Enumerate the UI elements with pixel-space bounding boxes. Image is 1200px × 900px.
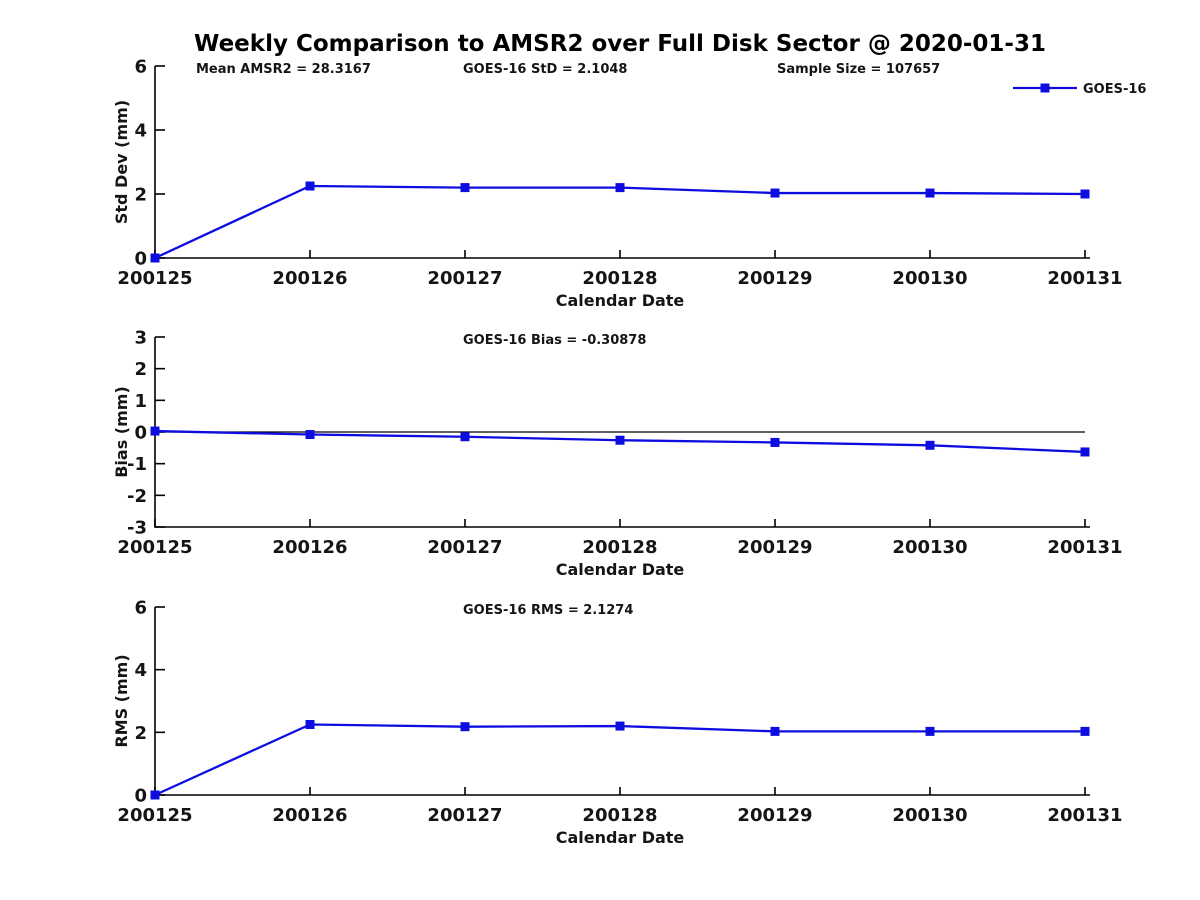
data-point-marker (1080, 726, 1090, 736)
data-point-marker (150, 253, 160, 263)
y-axis-label: Std Dev (mm) (112, 100, 131, 224)
y-tick-label: -3 (127, 518, 147, 539)
y-tick-label: -2 (127, 486, 147, 507)
x-tick-label: 200127 (427, 268, 502, 289)
data-point-marker (925, 726, 935, 736)
x-tick-label: 200128 (582, 268, 657, 289)
x-tick-label: 200126 (272, 805, 347, 826)
x-tick-label: 200125 (117, 268, 192, 289)
y-tick-label: 1 (134, 391, 147, 412)
x-tick-label: 200126 (272, 537, 347, 558)
y-tick-label: 2 (134, 185, 147, 206)
x-axis-label: Calendar Date (556, 560, 685, 579)
x-tick-label: 200127 (427, 537, 502, 558)
x-tick-label: 200130 (892, 268, 967, 289)
stat-annotation: GOES-16 RMS = 2.1274 (463, 603, 633, 618)
x-tick-label: 200130 (892, 805, 967, 826)
data-point-marker (615, 435, 625, 445)
data-point-marker (150, 790, 160, 800)
x-tick-label: 200125 (117, 537, 192, 558)
data-point-marker (460, 432, 470, 442)
x-tick-label: 200128 (582, 537, 657, 558)
chart-title: Weekly Comparison to AMSR2 over Full Dis… (194, 31, 1046, 57)
subplot-rms-panel: 0 2 4 6 200125 200126 200127 200128 200129 200130… (112, 598, 1123, 848)
x-tick-label: 200128 (582, 805, 657, 826)
legend-marker (1040, 83, 1050, 93)
series-line-GOES-16 (154, 723, 1085, 797)
y-tick-label: 6 (134, 57, 147, 78)
y-axis-label: RMS (mm) (112, 654, 131, 747)
y-tick-label: 4 (134, 121, 147, 142)
data-point-marker (1080, 189, 1090, 199)
x-tick-label: 200126 (272, 268, 347, 289)
x-tick-label: 200129 (737, 268, 812, 289)
stat-annotation: Sample Size = 107657 (777, 62, 940, 77)
x-tick-label: 200127 (427, 805, 502, 826)
data-point-marker (460, 183, 470, 193)
stat-annotation: GOES-16 StD = 2.1048 (463, 62, 627, 77)
series-line-GOES-16 (154, 184, 1086, 260)
y-tick-label: 2 (134, 723, 147, 744)
y-tick-label: 0 (134, 786, 147, 807)
data-point-marker (925, 188, 935, 198)
x-tick-label: 200131 (1047, 537, 1122, 558)
y-tick-label: 0 (134, 423, 147, 444)
data-point-marker (305, 181, 315, 191)
x-tick-label: 200125 (117, 805, 192, 826)
y-tick-label: 0 (134, 249, 147, 270)
data-point-marker (150, 426, 160, 436)
data-point-marker (305, 430, 315, 440)
data-point-marker (770, 726, 780, 736)
data-point-marker (1080, 447, 1090, 457)
data-point-marker (615, 183, 625, 193)
x-tick-label: 200129 (737, 537, 812, 558)
data-point-marker (770, 188, 780, 198)
data-point-marker (305, 720, 315, 729)
y-tick-label: -1 (127, 454, 147, 475)
legend: GOES-16 (1013, 82, 1146, 97)
x-tick-label: 200129 (737, 805, 812, 826)
y-axis-label: Bias (mm) (112, 386, 131, 478)
x-axis-label: Calendar Date (556, 291, 685, 310)
data-point-marker (925, 440, 935, 450)
y-tick-label: 4 (134, 660, 147, 681)
y-tick-label: 6 (134, 598, 147, 619)
x-tick-label: 200131 (1047, 805, 1122, 826)
data-point-marker (460, 722, 470, 732)
x-tick-label: 200130 (892, 537, 967, 558)
data-point-marker (615, 721, 625, 731)
stat-annotation: Mean AMSR2 = 28.3167 (196, 62, 371, 77)
legend-label: GOES-16 (1083, 82, 1146, 97)
x-axis-label: Calendar Date (556, 828, 685, 847)
x-tick-label: 200131 (1047, 268, 1122, 289)
y-tick-label: 3 (134, 328, 147, 349)
y-tick-label: 2 (134, 359, 147, 380)
stat-annotation: GOES-16 Bias = -0.30878 (463, 333, 646, 348)
subplot-std-dev-panel: 0 2 4 6 200125 200126 200127 200128 200129 200130… (112, 57, 1146, 311)
data-point-marker (770, 437, 780, 447)
